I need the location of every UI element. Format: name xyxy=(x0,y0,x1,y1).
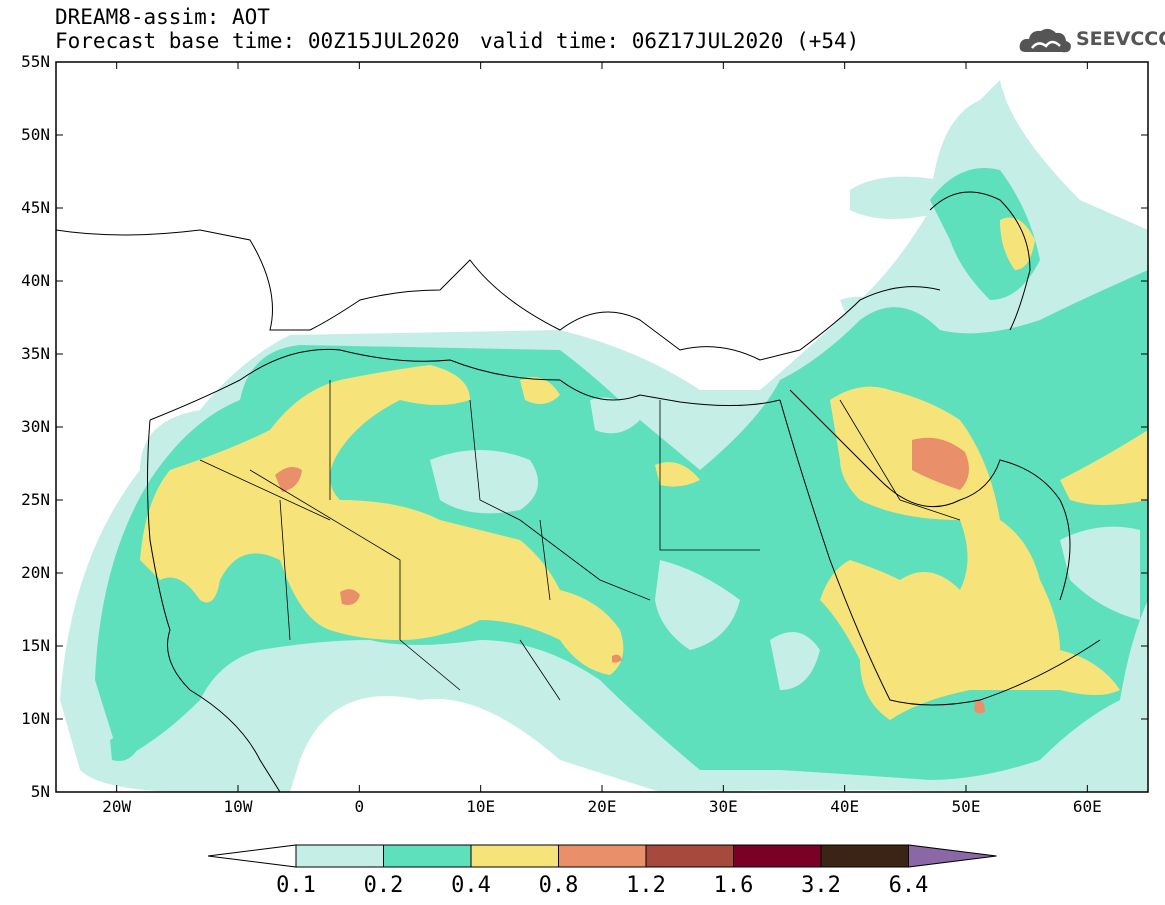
aot-field-0.8 xyxy=(912,437,969,490)
longitude-tick-label: 10E xyxy=(466,797,495,816)
colorbar-swatch xyxy=(470,844,559,868)
latitude-tick-label: 35N xyxy=(21,344,50,363)
colorbar-level-label: 0.4 xyxy=(451,873,491,898)
logo-text: SEEVCCC xyxy=(1076,28,1165,50)
aot-field-0.1-hole xyxy=(590,397,640,434)
coastline-africa-west xyxy=(147,419,281,792)
colorbar-arrow-low xyxy=(207,844,297,868)
colorbar-swatch xyxy=(820,844,909,868)
latitude-tick-label: 15N xyxy=(21,636,50,655)
aot-field-0.1-hole xyxy=(430,450,538,514)
colorbar-level-label: 0.1 xyxy=(276,873,316,898)
axis-ticks xyxy=(56,61,1148,793)
cloud-icon xyxy=(1019,28,1071,53)
aot-field-0.8 xyxy=(974,699,985,714)
aot-field-0.1-hole xyxy=(1060,526,1140,620)
coastline-africa-north xyxy=(149,348,781,421)
latitude-tick-label: 20N xyxy=(21,563,50,582)
aot-field-0.1-hole xyxy=(655,560,740,650)
colorbar-swatch xyxy=(383,844,472,868)
colorbar-level-label: 0.8 xyxy=(539,873,579,898)
aot-field-0.2-patch xyxy=(930,168,1040,300)
colorbar: 0.1 0.2 0.4 0.8 1.2 1.6 3.2 6.4 xyxy=(207,844,997,898)
product-title: DREAM8-assim: AOT xyxy=(55,5,270,29)
longitude-tick-label: 40E xyxy=(830,797,859,816)
colorbar-swatch xyxy=(295,844,384,868)
aot-field-0.2-patch xyxy=(110,736,140,761)
latitude-tick-label: 55N xyxy=(21,52,50,71)
latitude-tick-label: 5N xyxy=(31,782,50,801)
border-lines xyxy=(199,380,961,701)
longitude-tick-label: 50E xyxy=(952,797,981,816)
aot-field-0.4-patch xyxy=(1000,217,1035,270)
longitude-tick-label: 10W xyxy=(224,797,253,816)
longitude-tick-label: 20W xyxy=(102,797,131,816)
aot-field-0.4-patch xyxy=(655,462,700,487)
latitude-tick-label: 25N xyxy=(21,490,50,509)
colorbar-swatch xyxy=(645,844,734,868)
latitude-labels: 5N 10N 15N 20N 25N 30N 35N 40N 45N 50N 55N xyxy=(21,52,50,801)
coastlines xyxy=(56,191,1101,792)
longitude-tick-label: 30E xyxy=(709,797,738,816)
colorbar-level-label: 6.4 xyxy=(889,873,929,898)
longitude-labels: 20W 10W 0 10E 20E 30E 40E 50E 60E xyxy=(102,797,1102,816)
latitude-tick-label: 50N xyxy=(21,125,50,144)
colorbar-level-label: 3.2 xyxy=(801,873,841,898)
aot-field-0.8 xyxy=(275,466,302,492)
colorbar-level-label: 1.2 xyxy=(626,873,666,898)
forecast-base-time: Forecast base time: 00Z15JUL2020 xyxy=(55,29,460,53)
valid-time: valid time: 06Z17JUL2020 (+54) xyxy=(480,29,860,53)
latitude-tick-label: 10N xyxy=(21,709,50,728)
aot-field-0.4-patch xyxy=(520,377,560,404)
aot-field-0.4 xyxy=(140,365,624,675)
coastline-caspian xyxy=(929,191,1031,331)
longitude-tick-label: 60E xyxy=(1073,797,1102,816)
longitude-tick-label: 20E xyxy=(588,797,617,816)
aot-field-0.1-hole xyxy=(770,632,820,690)
coastline-arabia xyxy=(789,389,1071,601)
aot-field-0.4-arabia xyxy=(820,386,1120,720)
aot-field-0.8 xyxy=(612,654,622,663)
aot-field-0.1-patch xyxy=(850,176,948,219)
latitude-tick-label: 40N xyxy=(21,271,50,290)
latitude-tick-label: 30N xyxy=(21,417,50,436)
colorbar-level-label: 1.6 xyxy=(714,873,754,898)
longitude-tick-label: 0 xyxy=(355,797,365,816)
seevccc-logo: SEEVCCC xyxy=(1018,24,1165,58)
colorbar-level-label: 0.2 xyxy=(364,873,404,898)
colorbar-arrow-high xyxy=(908,844,997,868)
coastline-europe xyxy=(56,229,941,361)
aot-field-0.4-patch xyxy=(1060,430,1148,505)
colorbar-swatch xyxy=(558,844,647,868)
colorbar-swatch xyxy=(733,844,822,868)
aot-fields xyxy=(60,80,1148,792)
coastline-red-sea xyxy=(779,399,1101,706)
aot-field-0.8 xyxy=(340,589,360,605)
latitude-tick-label: 45N xyxy=(21,198,50,217)
